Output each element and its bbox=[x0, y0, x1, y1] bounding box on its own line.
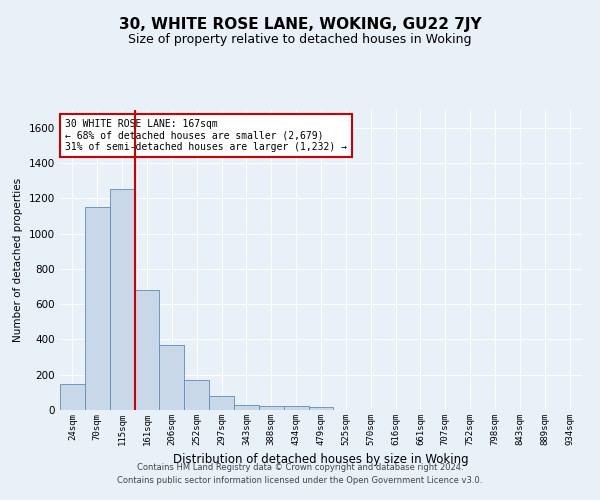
Bar bbox=[209, 396, 234, 410]
Bar bbox=[60, 384, 85, 410]
Text: 30 WHITE ROSE LANE: 167sqm
← 68% of detached houses are smaller (2,679)
31% of s: 30 WHITE ROSE LANE: 167sqm ← 68% of deta… bbox=[65, 119, 347, 152]
X-axis label: Distribution of detached houses by size in Woking: Distribution of detached houses by size … bbox=[173, 454, 469, 466]
Bar bbox=[184, 380, 209, 410]
Bar bbox=[234, 404, 259, 410]
Text: 30, WHITE ROSE LANE, WOKING, GU22 7JY: 30, WHITE ROSE LANE, WOKING, GU22 7JY bbox=[119, 18, 481, 32]
Bar bbox=[308, 408, 334, 410]
Bar bbox=[160, 344, 184, 410]
Bar bbox=[110, 190, 134, 410]
Text: Contains public sector information licensed under the Open Government Licence v3: Contains public sector information licen… bbox=[118, 476, 482, 485]
Bar bbox=[134, 290, 160, 410]
Bar bbox=[259, 406, 284, 410]
Text: Contains HM Land Registry data © Crown copyright and database right 2024.: Contains HM Land Registry data © Crown c… bbox=[137, 464, 463, 472]
Bar bbox=[85, 207, 110, 410]
Text: Size of property relative to detached houses in Woking: Size of property relative to detached ho… bbox=[128, 32, 472, 46]
Bar bbox=[284, 406, 308, 410]
Y-axis label: Number of detached properties: Number of detached properties bbox=[13, 178, 23, 342]
